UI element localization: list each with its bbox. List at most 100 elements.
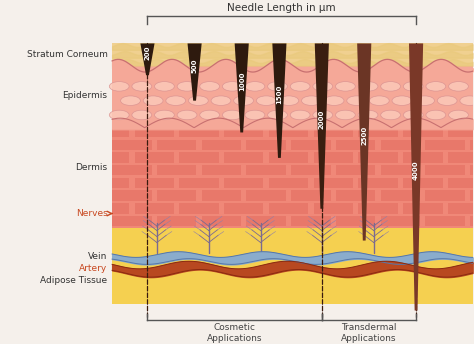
Bar bbox=[336, 140, 375, 150]
Bar bbox=[291, 165, 330, 175]
Ellipse shape bbox=[234, 96, 254, 106]
Bar bbox=[246, 190, 286, 201]
Bar bbox=[314, 178, 353, 188]
Bar bbox=[112, 178, 129, 188]
Bar bbox=[112, 190, 152, 201]
Text: Nerves: Nerves bbox=[76, 209, 108, 218]
Bar bbox=[112, 140, 152, 150]
Bar bbox=[112, 66, 473, 129]
Ellipse shape bbox=[313, 110, 333, 120]
Ellipse shape bbox=[177, 82, 197, 91]
Bar bbox=[470, 165, 473, 175]
Text: 4000: 4000 bbox=[413, 161, 419, 180]
Bar bbox=[403, 130, 443, 137]
Ellipse shape bbox=[336, 82, 356, 91]
Ellipse shape bbox=[381, 110, 401, 120]
Bar bbox=[336, 216, 375, 226]
Ellipse shape bbox=[460, 96, 474, 106]
Ellipse shape bbox=[358, 110, 378, 120]
Ellipse shape bbox=[426, 110, 446, 120]
Ellipse shape bbox=[245, 110, 265, 120]
Ellipse shape bbox=[143, 96, 163, 106]
Text: Adipose Tissue: Adipose Tissue bbox=[40, 276, 108, 285]
Bar bbox=[112, 228, 473, 304]
Bar bbox=[224, 178, 264, 188]
Bar bbox=[112, 262, 473, 265]
Ellipse shape bbox=[268, 110, 287, 120]
Text: 2000: 2000 bbox=[319, 110, 325, 129]
Text: 200: 200 bbox=[145, 46, 150, 60]
Bar bbox=[157, 165, 196, 175]
Bar bbox=[246, 140, 286, 150]
Ellipse shape bbox=[426, 82, 446, 91]
Bar bbox=[314, 130, 353, 137]
Bar bbox=[291, 216, 330, 226]
Text: 500: 500 bbox=[191, 58, 198, 73]
Ellipse shape bbox=[290, 110, 310, 120]
Bar bbox=[448, 130, 473, 137]
Text: 1500: 1500 bbox=[276, 85, 283, 104]
Ellipse shape bbox=[200, 82, 219, 91]
Bar bbox=[336, 190, 375, 201]
Bar bbox=[358, 203, 398, 214]
Ellipse shape bbox=[392, 96, 412, 106]
Bar bbox=[381, 216, 420, 226]
Text: 2500: 2500 bbox=[361, 126, 367, 145]
Bar bbox=[112, 203, 129, 214]
Text: Epidermis: Epidermis bbox=[63, 92, 108, 100]
Bar bbox=[314, 203, 353, 214]
Bar bbox=[224, 152, 264, 163]
Ellipse shape bbox=[256, 96, 276, 106]
Ellipse shape bbox=[448, 110, 468, 120]
Bar bbox=[157, 140, 196, 150]
Bar bbox=[448, 178, 473, 188]
Ellipse shape bbox=[448, 82, 468, 91]
Bar bbox=[157, 190, 196, 201]
Bar bbox=[314, 152, 353, 163]
Ellipse shape bbox=[324, 96, 344, 106]
Bar bbox=[426, 165, 465, 175]
Ellipse shape bbox=[290, 82, 310, 91]
Bar bbox=[201, 165, 241, 175]
Ellipse shape bbox=[403, 82, 423, 91]
Text: Transdermal
Applications: Transdermal Applications bbox=[341, 323, 397, 343]
Ellipse shape bbox=[200, 110, 219, 120]
Ellipse shape bbox=[211, 96, 231, 106]
Bar bbox=[135, 152, 174, 163]
Bar bbox=[403, 152, 443, 163]
Bar bbox=[179, 152, 219, 163]
Bar bbox=[246, 216, 286, 226]
Bar bbox=[358, 178, 398, 188]
Bar bbox=[201, 216, 241, 226]
Polygon shape bbox=[409, 43, 423, 311]
Ellipse shape bbox=[358, 82, 378, 91]
Bar bbox=[426, 216, 465, 226]
Text: Needle Length in μm: Needle Length in μm bbox=[228, 3, 336, 13]
Bar bbox=[246, 165, 286, 175]
Text: 1000: 1000 bbox=[239, 72, 245, 92]
Ellipse shape bbox=[268, 82, 287, 91]
Bar bbox=[448, 152, 473, 163]
Ellipse shape bbox=[155, 110, 174, 120]
Ellipse shape bbox=[177, 110, 197, 120]
Bar bbox=[224, 130, 264, 137]
Ellipse shape bbox=[120, 96, 140, 106]
Bar bbox=[426, 190, 465, 201]
Bar bbox=[269, 130, 308, 137]
Bar bbox=[448, 203, 473, 214]
Ellipse shape bbox=[313, 82, 333, 91]
Ellipse shape bbox=[381, 82, 401, 91]
Bar bbox=[381, 140, 420, 150]
Ellipse shape bbox=[222, 110, 242, 120]
Ellipse shape bbox=[403, 110, 423, 120]
Bar bbox=[179, 178, 219, 188]
Ellipse shape bbox=[301, 96, 321, 106]
Ellipse shape bbox=[369, 96, 389, 106]
Bar bbox=[470, 140, 473, 150]
Bar bbox=[201, 190, 241, 201]
Bar bbox=[112, 129, 473, 228]
Bar bbox=[291, 190, 330, 201]
Text: Dermis: Dermis bbox=[75, 163, 108, 172]
Text: Vein: Vein bbox=[88, 252, 108, 261]
Ellipse shape bbox=[166, 96, 186, 106]
